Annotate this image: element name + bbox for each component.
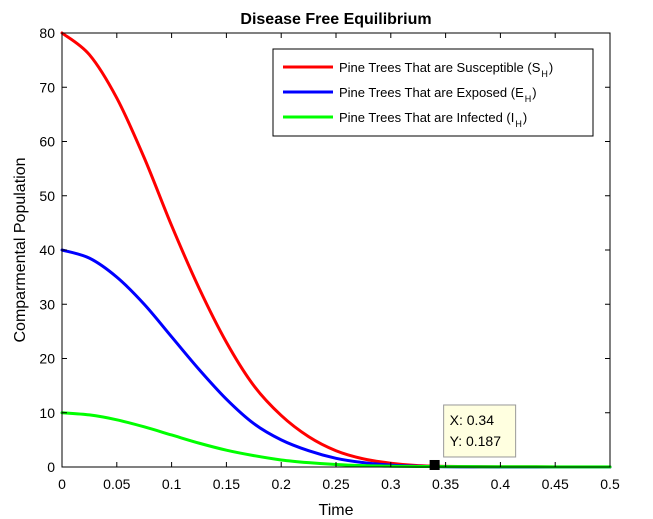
x-tick-label: 0.4 <box>491 476 511 492</box>
y-tick-label: 40 <box>39 242 55 258</box>
x-tick-label: 0.45 <box>542 476 569 492</box>
datatip[interactable]: X: 0.34 Y: 0.187 <box>429 404 517 470</box>
x-tick-label: 0.35 <box>432 476 459 492</box>
y-tick-label: 30 <box>39 296 55 312</box>
x-tick-label: 0.15 <box>213 476 240 492</box>
x-tick-label: 0.3 <box>381 476 401 492</box>
y-axis-title: Comparmental Population <box>12 158 29 343</box>
x-tick-label: 0 <box>58 476 66 492</box>
legend-label-2: Pine Trees That are Infected (IH) <box>339 110 527 129</box>
x-axis-title: Time <box>319 502 354 519</box>
x-tick-label: 0.25 <box>322 476 349 492</box>
legend-label-0: Pine Trees That are Susceptible (SH) <box>339 60 553 79</box>
datatip-x-label: X: 0.34 <box>450 412 495 428</box>
y-tick-label: 60 <box>39 134 55 150</box>
x-tick-label: 0.1 <box>162 476 182 492</box>
y-tick-label: 20 <box>39 351 55 367</box>
datatip-marker[interactable] <box>429 459 440 470</box>
legend-label-1: Pine Trees That are Exposed (EH) <box>339 85 537 104</box>
y-tick-label: 50 <box>39 188 55 204</box>
x-tick-label: 0.5 <box>600 476 620 492</box>
y-tick-label: 70 <box>39 79 55 95</box>
x-tick-label: 0.05 <box>103 476 130 492</box>
y-tick-label: 10 <box>39 405 55 421</box>
y-tick-label: 0 <box>47 459 55 475</box>
ticks-layer: 0 0.05 0.1 0.15 0.2 0.25 0.3 0.35 0.4 0.45 0.5 0 10 2… <box>39 25 620 492</box>
legend: Pine Trees That are Susceptible (SH) Pine… <box>272 48 594 137</box>
datatip-y-label: Y: 0.187 <box>450 433 502 449</box>
x-tick-label: 0.2 <box>271 476 291 492</box>
chart-title: Disease Free Equilibrium <box>240 11 431 28</box>
datatip-box <box>443 404 517 458</box>
y-tick-label: 80 <box>39 25 55 41</box>
